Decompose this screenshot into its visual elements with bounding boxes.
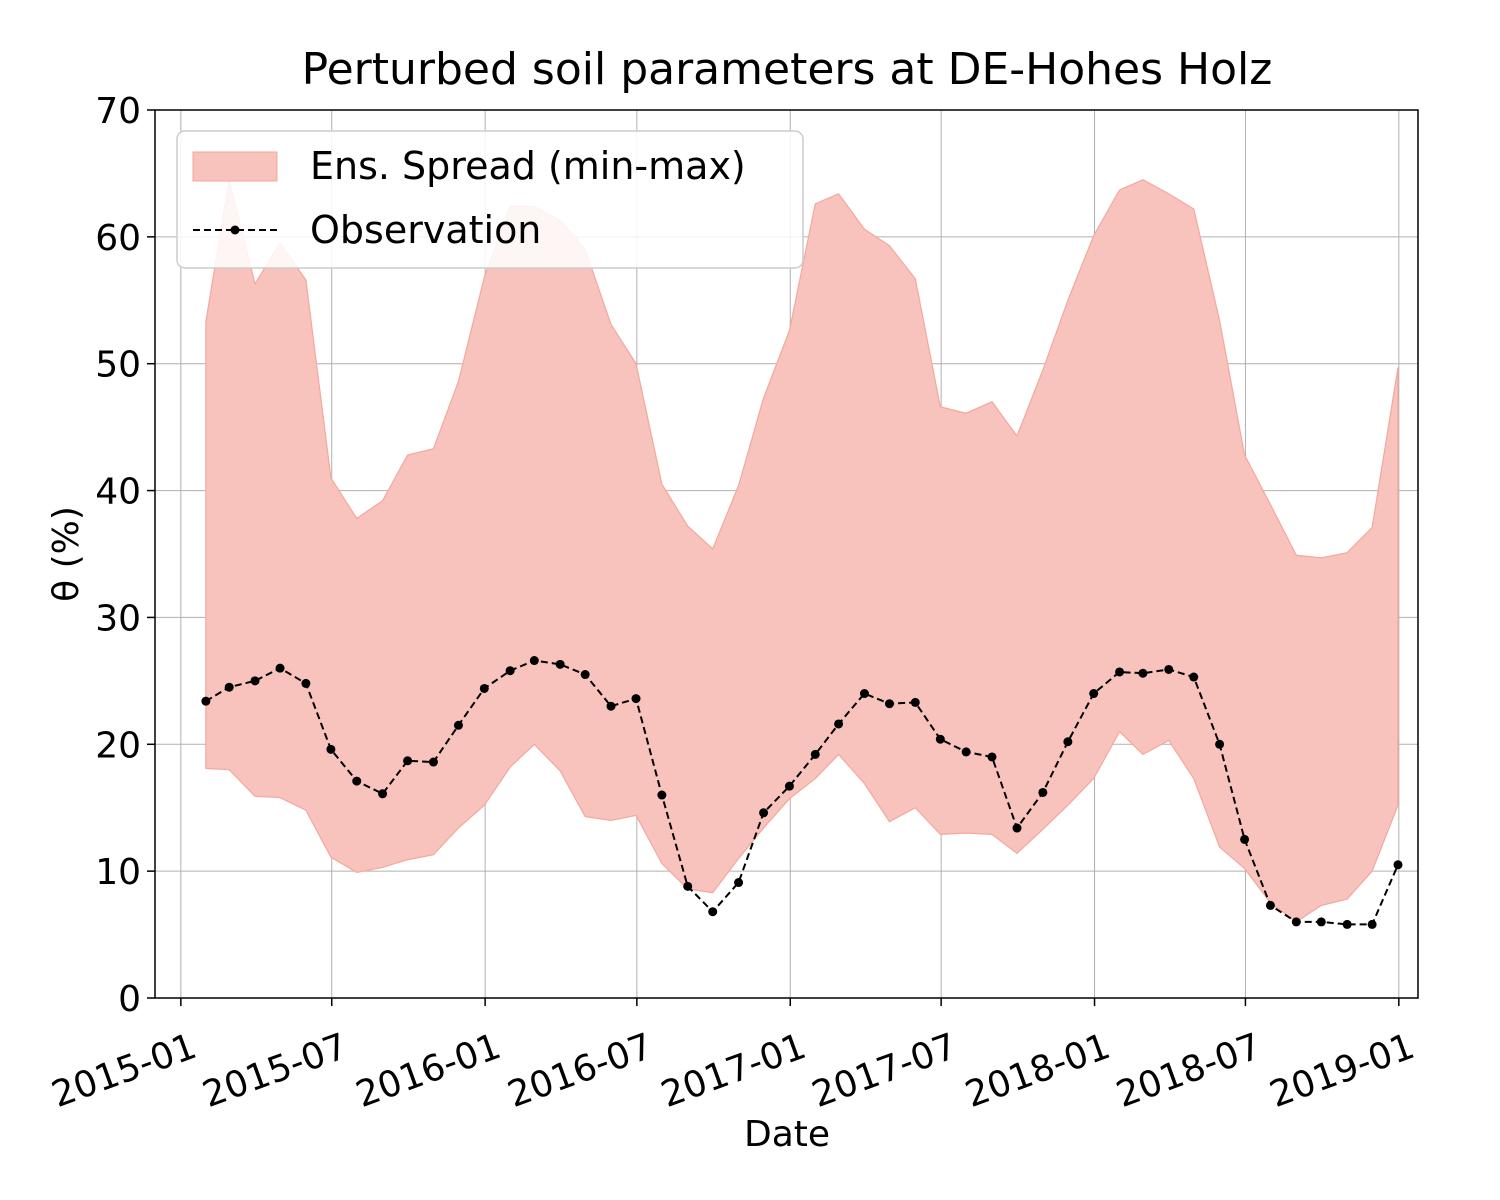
observation-point — [987, 752, 997, 762]
observation-line — [205, 659, 1399, 926]
observation-point — [657, 790, 667, 800]
observation-point — [1316, 917, 1326, 927]
observation-point — [326, 744, 336, 754]
legend-marker-observation — [230, 225, 240, 235]
observation-point — [759, 808, 769, 818]
x-axis-ticks: 2015-012015-072016-012016-072017-012017-… — [47, 998, 1420, 1116]
y-tick-label: 60 — [95, 218, 141, 259]
legend-box — [176, 130, 804, 269]
x-tick-label: 2019-01 — [1265, 1026, 1420, 1116]
ensemble-spread-band — [205, 179, 1399, 923]
x-tick-label: 2016-07 — [503, 1026, 658, 1116]
observation-point — [1393, 860, 1403, 870]
observation-point — [428, 757, 438, 767]
observation-point — [529, 656, 539, 666]
observation-point — [250, 676, 260, 686]
observation-point — [201, 696, 211, 706]
observation-point — [580, 670, 590, 680]
y-axis-ticks: 0 10 20 30 40 50 60 70 — [95, 91, 155, 1020]
legend: Ens. Spread (min-max) Observation — [176, 130, 804, 269]
observation-point — [784, 781, 794, 791]
y-tick-label: 40 — [95, 472, 141, 513]
x-tick-label: 2016-01 — [351, 1026, 506, 1116]
observation-point — [834, 719, 844, 729]
observation-point — [403, 756, 413, 766]
x-tick-label: 2015-07 — [197, 1026, 352, 1116]
observation-point — [505, 666, 515, 676]
legend-label-spread: Ens. Spread (min-max) — [310, 144, 746, 188]
observation-point — [479, 683, 489, 693]
observation-point — [1367, 919, 1377, 929]
observation-point — [1138, 668, 1148, 678]
observation-point — [606, 701, 616, 711]
observation-point — [734, 878, 744, 888]
observation-point — [275, 663, 285, 673]
observation-point — [1115, 667, 1125, 677]
x-axis-label: Date — [744, 1114, 830, 1155]
x-tick-label: 2017-01 — [656, 1026, 811, 1116]
y-tick-label: 50 — [95, 345, 141, 386]
observation-point — [631, 694, 641, 704]
legend-swatch-spread — [192, 151, 278, 182]
observation-point — [683, 881, 693, 891]
observation-point — [301, 678, 311, 688]
observation-point — [453, 720, 463, 730]
observation-point — [884, 699, 894, 709]
observation-point — [935, 734, 945, 744]
observation-point — [378, 789, 388, 799]
observation-point — [1291, 917, 1301, 927]
x-tick-label: 2018-01 — [960, 1026, 1115, 1116]
y-tick-label: 30 — [95, 598, 141, 639]
y-tick-label: 70 — [95, 91, 141, 132]
observation-point — [708, 907, 718, 917]
x-tick-label: 2018-07 — [1111, 1026, 1266, 1116]
y-tick-label: 0 — [118, 979, 141, 1020]
legend-label-observation: Observation — [310, 208, 541, 252]
observation-point — [224, 682, 234, 692]
observation-point — [859, 689, 869, 699]
chart-title: Perturbed soil parameters at DE-Hohes Ho… — [302, 44, 1273, 95]
observation-point — [1089, 689, 1099, 699]
observation-point — [1240, 834, 1250, 844]
observation-point — [1215, 739, 1225, 749]
observation-point — [1063, 737, 1073, 747]
observation-point — [555, 659, 565, 669]
observation-point — [961, 747, 971, 757]
observation-point — [1164, 664, 1174, 674]
observation-point — [1342, 919, 1352, 929]
x-tick-label: 2015-01 — [47, 1026, 202, 1116]
observation-point — [910, 697, 920, 707]
y-tick-label: 10 — [95, 852, 141, 893]
observation-point — [1265, 900, 1275, 910]
y-tick-label: 20 — [95, 725, 141, 766]
x-tick-label: 2017-07 — [807, 1026, 962, 1116]
observation-point — [1189, 672, 1199, 682]
observation-point — [1038, 787, 1048, 797]
y-axis-label: θ (%) — [46, 506, 87, 602]
plot-frame — [154, 109, 1419, 999]
observation-points — [201, 656, 1403, 929]
observation-point — [810, 749, 820, 759]
observation-point — [352, 776, 362, 786]
observation-point — [1012, 823, 1022, 833]
